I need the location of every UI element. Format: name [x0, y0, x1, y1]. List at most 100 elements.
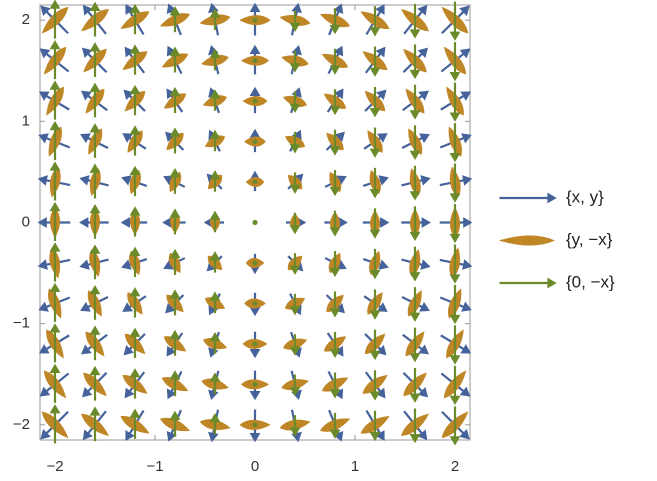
vector-arrow [369, 370, 381, 401]
vector-arrow [89, 123, 101, 158]
vector-arrow [129, 165, 141, 197]
vector-arrow [89, 1, 101, 37]
vector-arrow [329, 8, 341, 35]
vector-arrow [369, 6, 381, 37]
vector-arrow [169, 87, 181, 114]
vector-point [252, 300, 258, 306]
vector-arrow [49, 323, 61, 363]
vector-arrow [129, 84, 141, 116]
vector-arrow [409, 206, 421, 241]
vector-arrow [409, 3, 421, 39]
vector-arrow [209, 372, 221, 395]
vector-arrow [409, 368, 421, 403]
vector-arrow [209, 170, 221, 192]
legend: {x, y} {y, −x} {0, −x} [498, 187, 615, 291]
vector-arrow [289, 50, 301, 73]
vector-arrow [329, 251, 341, 278]
vector-arrow [329, 129, 341, 156]
vector-arrow [89, 204, 101, 239]
legend-swatch [499, 192, 557, 204]
vector-arrow [409, 44, 421, 80]
vector-arrow [409, 327, 421, 363]
vector-arrow [89, 82, 101, 118]
vector-arrow [169, 370, 181, 397]
vector-arrow [49, 363, 61, 403]
vector-arrow [89, 42, 101, 77]
vector-arrow [329, 170, 341, 197]
vector-arrow [89, 365, 101, 401]
vector-arrow [129, 246, 141, 278]
vector-arrow [49, 201, 61, 241]
legend-swatch [498, 235, 556, 246]
vector-arrow [169, 127, 181, 154]
vector-point [252, 381, 258, 387]
vector-arrow [449, 123, 461, 163]
legend-label: {y, −x} [566, 230, 613, 249]
vector-arrow [89, 325, 101, 361]
vector-arrow [49, 39, 61, 80]
y-tick-label: −1 [13, 315, 30, 332]
y-tick-label: 1 [22, 112, 30, 129]
vector-arrow [89, 163, 101, 199]
vector-point [252, 341, 258, 347]
vector-arrow [289, 374, 301, 397]
vector-arrow [209, 89, 221, 111]
vector-arrow [289, 212, 301, 235]
vector-arrow [209, 8, 221, 30]
vector-arrow [289, 334, 301, 356]
vector-arrow [129, 327, 141, 358]
vector-arrow [289, 293, 301, 316]
vector-point [252, 260, 258, 266]
vector-arrow [329, 210, 341, 237]
vector-arrow [169, 167, 181, 194]
vector-arrow [409, 246, 421, 282]
x-tick-label: 2 [451, 458, 459, 475]
vector-arrow [449, 244, 461, 284]
vector-arrow [369, 127, 381, 158]
vector-arrow [209, 291, 221, 314]
vector-point [252, 17, 258, 23]
vector-arrow [289, 131, 301, 154]
vector-arrow [369, 329, 381, 361]
vector-point [252, 220, 258, 225]
vector-arrow [449, 1, 461, 41]
vector-arrow [369, 410, 381, 442]
vector-arrow [209, 48, 221, 71]
vector-arrow [89, 284, 101, 320]
vector-arrow [449, 82, 461, 122]
vector-arrow [369, 289, 381, 320]
vector-arrow [49, 161, 61, 201]
vector-arrow [49, 282, 61, 322]
vector-arrow [329, 331, 341, 358]
vector-arrow [449, 365, 461, 406]
y-tick-label: −2 [13, 416, 30, 433]
vector-point [252, 98, 258, 104]
vector-arrow [209, 332, 221, 354]
vector-point [252, 422, 258, 428]
vector-arrow [449, 204, 461, 244]
vector-arrow [409, 165, 421, 201]
vector-arrow [329, 372, 341, 399]
vector-arrow [49, 80, 61, 120]
vector-arrow [409, 84, 421, 120]
vector-point [252, 139, 258, 145]
vector-arrow [89, 244, 101, 280]
vector-arrow [169, 329, 181, 356]
vector-arrow [169, 208, 181, 235]
x-tick-label: 1 [351, 458, 359, 475]
vector-arrow [289, 91, 301, 113]
vector-point [252, 58, 258, 64]
x-tick-label: −1 [146, 458, 163, 475]
vector-arrow [169, 289, 181, 316]
vector-arrow [129, 368, 141, 399]
legend-swatch [499, 277, 557, 289]
vector-arrow [129, 3, 141, 35]
vector-arrow [129, 287, 141, 318]
vector-arrow [449, 325, 461, 365]
vector-arrow [289, 253, 301, 275]
vector-arrow [409, 125, 421, 161]
vector-point [252, 179, 258, 185]
vector-arrow [289, 172, 301, 194]
vector-arrow [369, 208, 381, 239]
vector-arrow [449, 406, 461, 446]
